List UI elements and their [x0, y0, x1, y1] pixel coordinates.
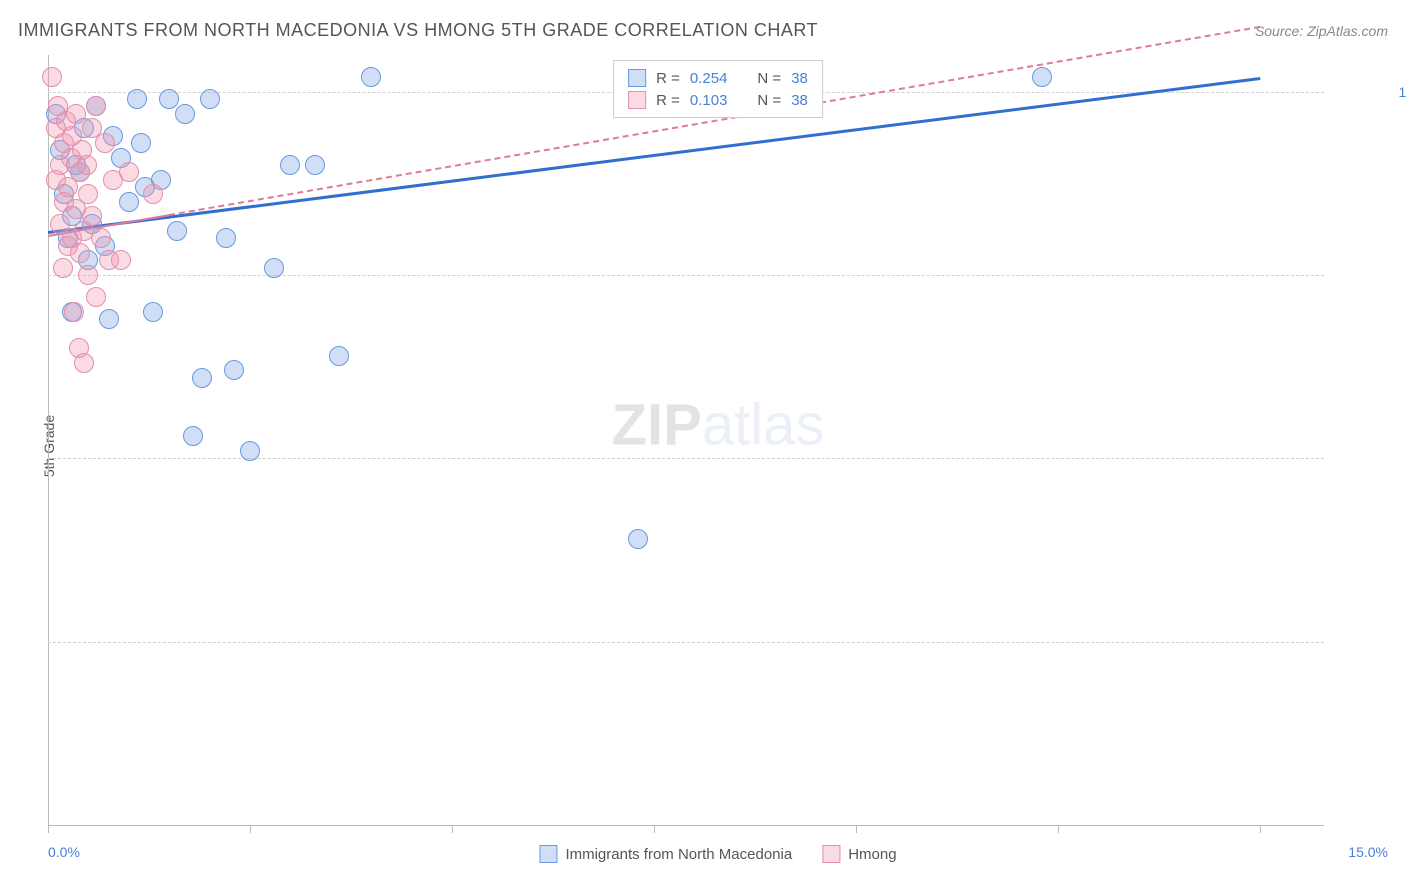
legend-swatch: [628, 69, 646, 87]
x-max-label: 15.0%: [1348, 844, 1388, 860]
chart-title: IMMIGRANTS FROM NORTH MACEDONIA VS HMONG…: [18, 20, 818, 41]
x-axis-line: [48, 825, 1324, 826]
legend-n-label: N =: [757, 92, 781, 109]
legend-row: R = 0.103 N = 38: [628, 89, 808, 111]
x-tick: [654, 825, 655, 833]
data-point: [119, 162, 139, 182]
data-point: [167, 221, 187, 241]
x-tick: [856, 825, 857, 833]
data-point: [70, 243, 90, 263]
plot-region: ZIPatlas 92.5%95.0%97.5%100.0%0.0%15.0%: [48, 55, 1388, 825]
x-tick: [48, 825, 49, 833]
x-tick: [250, 825, 251, 833]
data-point: [192, 368, 212, 388]
data-point: [77, 155, 97, 175]
data-point: [200, 89, 220, 109]
legend-swatch: [539, 845, 557, 863]
data-point: [53, 258, 73, 278]
source-label: Source: ZipAtlas.com: [1255, 23, 1388, 39]
legend-swatch: [628, 91, 646, 109]
x-tick: [1058, 825, 1059, 833]
legend-n-value: 38: [791, 70, 808, 87]
data-point: [78, 265, 98, 285]
legend-n-value: 38: [791, 92, 808, 109]
gridline-h: [48, 458, 1324, 459]
data-point: [91, 228, 111, 248]
legend-r-label: R =: [656, 70, 680, 87]
trend-line: [169, 26, 1260, 216]
data-point: [305, 155, 325, 175]
data-point: [143, 302, 163, 322]
x-tick: [1260, 825, 1261, 833]
legend-row: R = 0.254 N = 38: [628, 67, 808, 89]
data-point: [99, 309, 119, 329]
data-point: [127, 89, 147, 109]
data-point: [66, 104, 86, 124]
data-point: [143, 184, 163, 204]
series-legend: Immigrants from North Macedonia Hmong: [539, 845, 896, 863]
legend-r-value: 0.103: [690, 92, 728, 109]
data-point: [131, 133, 151, 153]
watermark: ZIPatlas: [612, 391, 825, 458]
data-point: [42, 67, 62, 87]
correlation-legend: R = 0.254 N = 38 R = 0.103 N = 38: [613, 60, 823, 118]
data-point: [64, 302, 84, 322]
gridline-h: [48, 275, 1324, 276]
data-point: [111, 250, 131, 270]
data-point: [216, 228, 236, 248]
x-min-label: 0.0%: [48, 844, 80, 860]
data-point: [86, 96, 106, 116]
data-point: [224, 360, 244, 380]
data-point: [183, 426, 203, 446]
legend-r-value: 0.254: [690, 70, 728, 87]
data-point: [82, 206, 102, 226]
data-point: [86, 287, 106, 307]
bottom-legend-item: Immigrants from North Macedonia: [539, 845, 792, 863]
data-point: [361, 67, 381, 87]
legend-series-name: Hmong: [848, 846, 896, 863]
data-point: [628, 529, 648, 549]
data-point: [175, 104, 195, 124]
data-point: [95, 133, 115, 153]
y-axis-line: [48, 55, 49, 825]
chart-area: ZIPatlas 92.5%95.0%97.5%100.0%0.0%15.0% …: [48, 55, 1388, 825]
legend-n-label: N =: [757, 70, 781, 87]
x-tick: [452, 825, 453, 833]
data-point: [240, 441, 260, 461]
gridline-h: [48, 642, 1324, 643]
data-point: [329, 346, 349, 366]
data-point: [78, 184, 98, 204]
data-point: [280, 155, 300, 175]
legend-r-label: R =: [656, 92, 680, 109]
data-point: [1032, 67, 1052, 87]
data-point: [159, 89, 179, 109]
legend-swatch: [822, 845, 840, 863]
legend-series-name: Immigrants from North Macedonia: [565, 846, 792, 863]
bottom-legend-item: Hmong: [822, 845, 896, 863]
data-point: [74, 353, 94, 373]
data-point: [119, 192, 139, 212]
data-point: [264, 258, 284, 278]
y-tick-label: 100.0%: [1399, 84, 1406, 100]
